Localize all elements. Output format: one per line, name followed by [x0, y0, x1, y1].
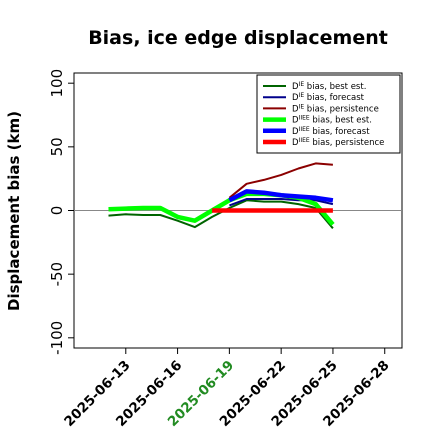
y-tick-label: -100	[48, 321, 66, 355]
chart-title: Bias, ice edge displacement	[88, 27, 388, 49]
y-axis-label: Displacement bias (km)	[5, 111, 23, 311]
y-axis: -100 -50 0 50 100	[48, 69, 74, 355]
y-tick-label: 50	[48, 137, 66, 156]
legend-entry-1: DIE bias, best est.	[292, 81, 366, 92]
legend-entry-4: DIIEE bias, best est.	[292, 115, 372, 126]
legend-entry-6: DIIEE bias, persistence	[292, 137, 384, 148]
legend-entry-2: DIE bias, forecast	[292, 92, 365, 103]
legend: DIE bias, best est.DIE bias, forecastDIE…	[256, 74, 401, 154]
y-tick-label: 100	[48, 69, 66, 98]
y-tick-label: -50	[48, 262, 66, 287]
x-axis: 2025-06-132025-06-162025-06-192025-06-22…	[61, 348, 393, 430]
series-line-2	[229, 198, 334, 207]
series-line-5	[228, 189, 334, 203]
series-layer	[108, 162, 335, 229]
y-tick-label: 0	[48, 206, 66, 216]
legend-entry-3: DIE bias, persistence	[292, 103, 379, 114]
series-line-3	[228, 162, 333, 199]
legend-entry-5: DIIEE bias, forecast	[292, 126, 370, 137]
